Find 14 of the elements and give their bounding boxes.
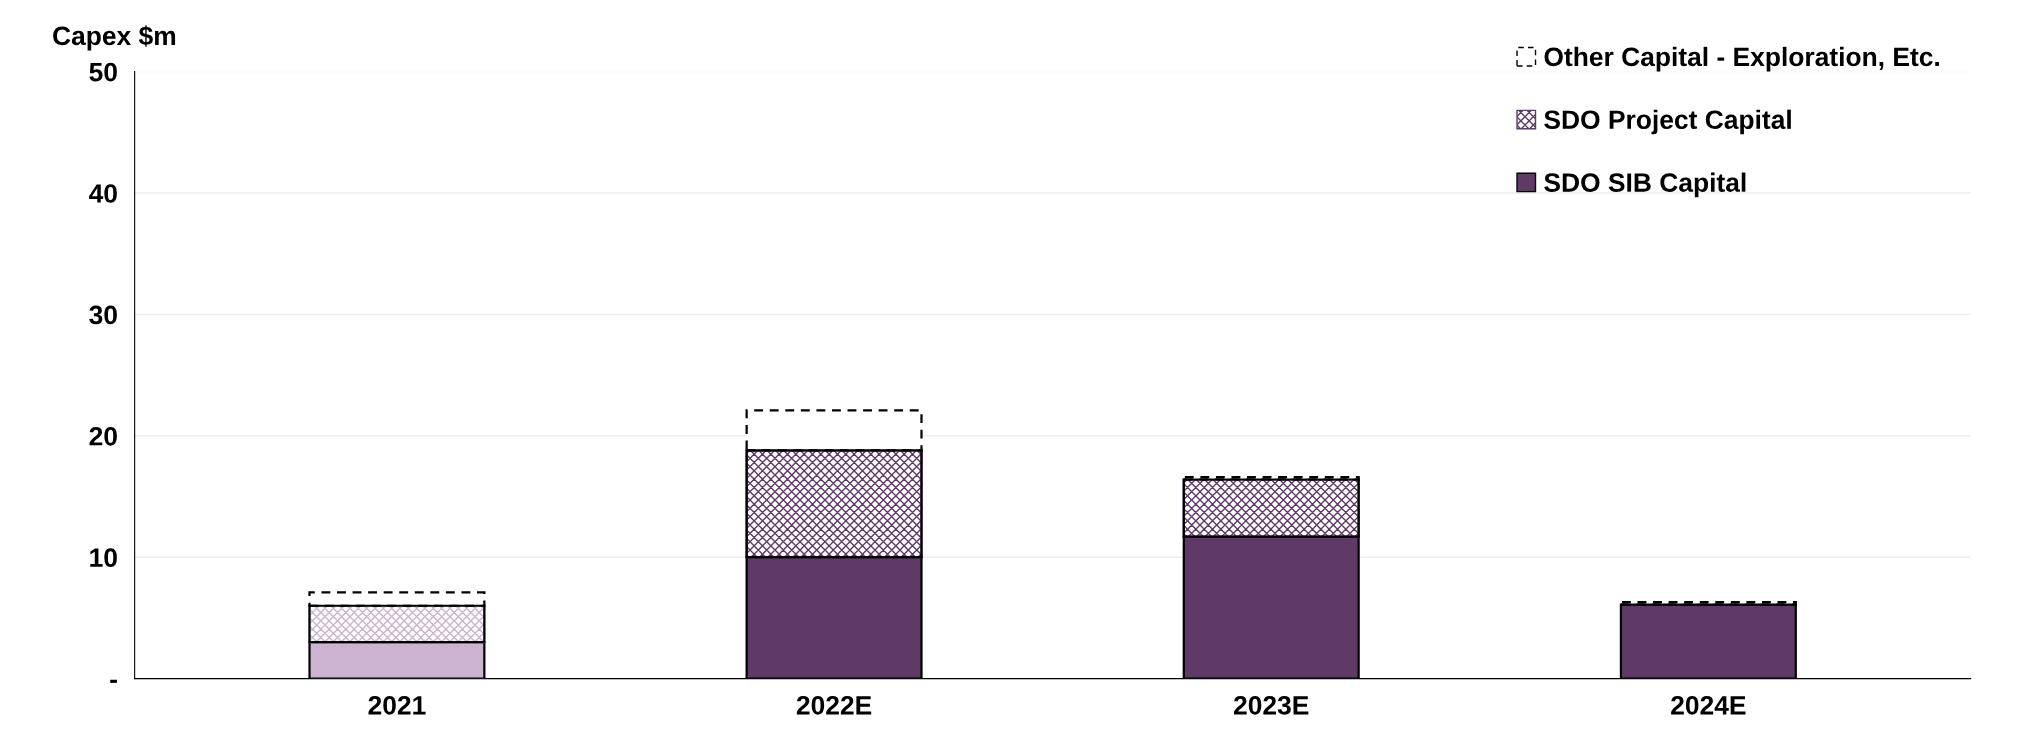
x-tick-label: 2021	[368, 695, 426, 715]
y-tick-label: 50	[89, 62, 117, 82]
y-axis-title: Capex $m	[53, 25, 176, 51]
legend-label: SDO SIB Capital	[1544, 172, 1746, 198]
y-tick-label: 40	[89, 184, 117, 203]
legend-label: SDO Project Capital	[1544, 109, 1791, 135]
x-tick-label: 2024E	[1671, 695, 1746, 715]
x-tick-label: 2023E	[1233, 695, 1309, 715]
y-tick-label: 10	[90, 548, 117, 568]
y-tick-label: -	[110, 679, 117, 683]
y-tick-label: 30	[89, 305, 117, 325]
legend-label: Other Capital - Exploration, Etc.	[1544, 46, 1939, 72]
y-tick-label: 20	[89, 426, 117, 446]
x-tick-label: 2022E	[796, 695, 872, 715]
